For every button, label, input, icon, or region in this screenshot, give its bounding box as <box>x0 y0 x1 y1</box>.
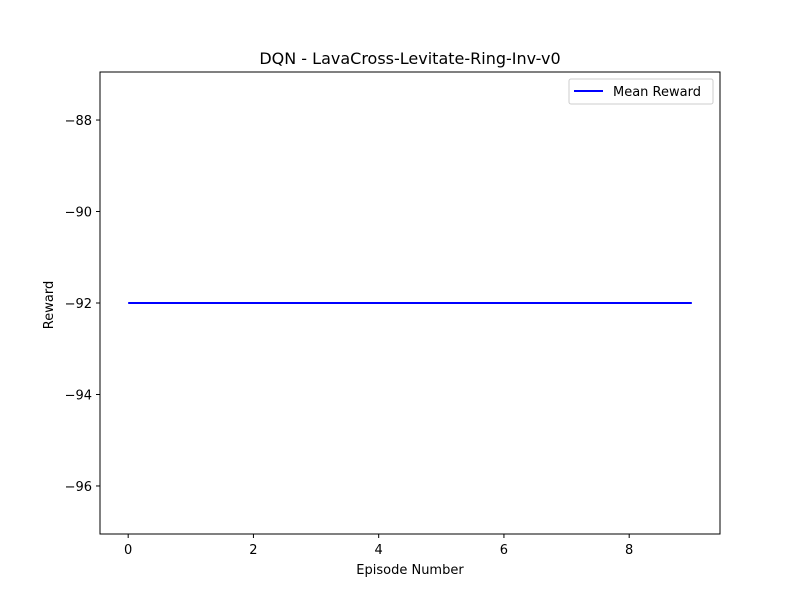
y-tick-label: −92 <box>65 297 92 312</box>
y-tick-label: −96 <box>65 480 92 495</box>
x-axis-ticks: 0 2 4 6 8 <box>124 534 633 558</box>
legend: Mean Reward <box>568 78 714 105</box>
x-tick-label: 8 <box>625 543 633 558</box>
x-tick-label: 6 <box>500 543 508 558</box>
y-tick-label: −90 <box>65 206 92 221</box>
y-tick-label: −94 <box>65 388 92 403</box>
chart-title: DQN - LavaCross-Levitate-Ring-Inv-v0 <box>259 49 560 68</box>
legend-label-mean-reward: Mean Reward <box>613 85 701 100</box>
y-axis-ticks: −96 −94 −92 −90 −88 <box>65 114 100 495</box>
plot-area-frame <box>99 71 721 535</box>
legend-box <box>568 78 714 105</box>
x-tick-label: 4 <box>375 543 383 558</box>
y-tick-label: −88 <box>65 114 92 129</box>
x-tick-label: 0 <box>124 543 132 558</box>
x-tick-label: 2 <box>249 543 257 558</box>
x-axis-label: Episode Number <box>356 563 464 578</box>
y-axis-label: Reward <box>42 281 57 329</box>
